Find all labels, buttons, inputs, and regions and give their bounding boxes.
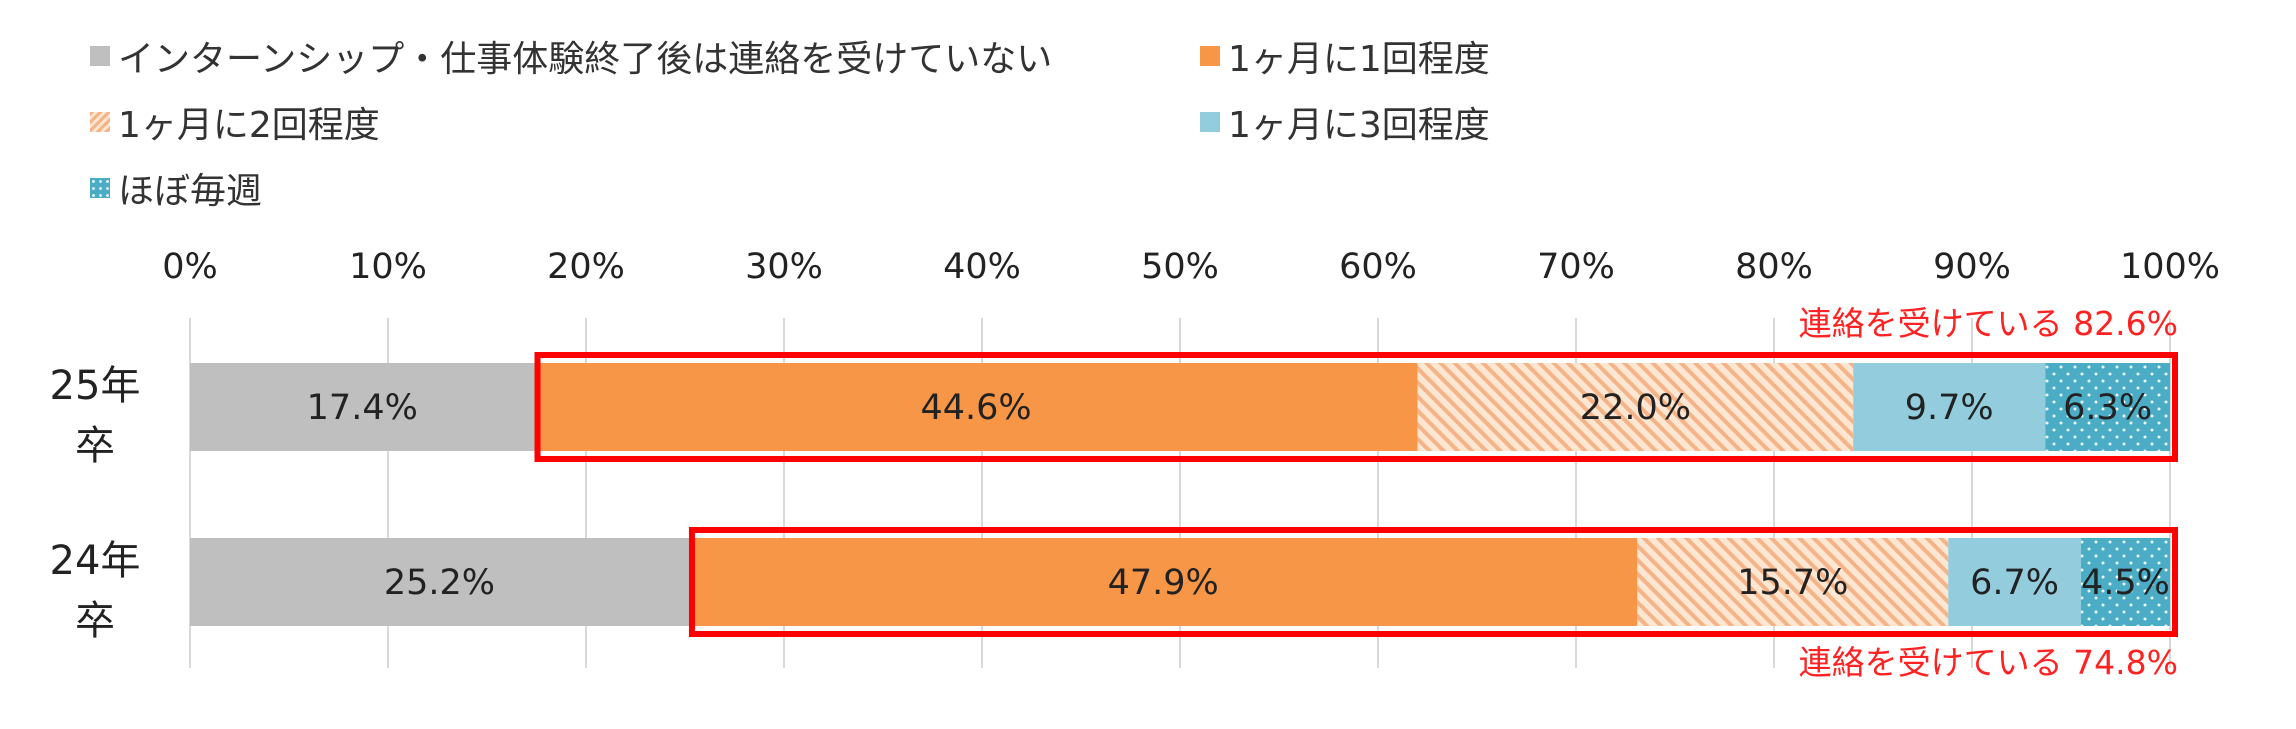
- data-label: 4.5%: [2081, 563, 2170, 603]
- data-label: 6.3%: [2063, 388, 2152, 428]
- bar-segment: [1417, 363, 1854, 451]
- data-label: 9.7%: [1905, 388, 1994, 428]
- callout-label: 連絡を受けている 82.6%: [1799, 304, 2178, 343]
- x-axis-tick-labels: 0% 10% 20% 30% 40% 50% 60% 70% 80% 90% 100%: [162, 247, 2220, 287]
- bar-segment: [190, 538, 689, 626]
- bar-segment: [1948, 538, 2081, 626]
- x-tick-label: 10%: [349, 247, 427, 287]
- data-label: 15.7%: [1737, 563, 1848, 603]
- legend-label: ほぼ毎週: [118, 171, 263, 212]
- legend-swatch-striped-peach: [90, 112, 110, 132]
- data-label: 25.2%: [384, 563, 495, 603]
- x-tick-label: 20%: [547, 247, 625, 287]
- x-tick-label: 60%: [1339, 247, 1417, 287]
- bar-segments: 17.4% 44.6% 22.0% 9.7% 6.3% 25.2% 47.9% 15.7% 6.…: [190, 363, 2170, 626]
- callout-labels: 連絡を受けている 82.6% 連絡を受けている 74.8%: [1799, 304, 2178, 682]
- legend-item-monthly-twice: 1ヶ月に2回程度: [90, 96, 380, 148]
- x-tick-label: 0%: [162, 247, 218, 287]
- bar-segment: [1637, 538, 1949, 626]
- callout-label: 連絡を受けている 74.8%: [1799, 643, 2178, 682]
- bar-segment: [534, 363, 1418, 451]
- category-label-line2: 卒: [75, 423, 115, 469]
- highlight-box: [688, 527, 2179, 637]
- category-label-line2: 卒: [75, 598, 115, 644]
- data-label: 22.0%: [1580, 388, 1691, 428]
- legend-label: 1ヶ月に1回程度: [1228, 39, 1490, 80]
- legend: インターンシップ・仕事体験終了後は連絡を受けていない 1ヶ月に1回程度 1ヶ月に…: [90, 30, 1550, 212]
- x-tick-label: 30%: [745, 247, 823, 287]
- legend-item-monthly-once: 1ヶ月に1回程度: [1200, 30, 1490, 82]
- legend-label: 1ヶ月に2回程度: [118, 105, 380, 146]
- legend-swatch-solid-orange: [1200, 46, 1220, 66]
- category-label-line1: 24年: [50, 538, 141, 584]
- x-tick-label: 100%: [2120, 247, 2220, 287]
- x-tick-label: 90%: [1933, 247, 2011, 287]
- data-label: 47.9%: [1108, 563, 1219, 603]
- bar-segment: [2080, 538, 2170, 626]
- legend-item-monthly-three-times: 1ヶ月に3回程度: [1200, 96, 1490, 148]
- bar-segment: [2045, 363, 2170, 451]
- data-label: 17.4%: [307, 388, 418, 428]
- x-tick-label: 80%: [1735, 247, 1813, 287]
- bar-segment: [1853, 363, 2046, 451]
- x-tick-label: 70%: [1537, 247, 1615, 287]
- legend-label: インターンシップ・仕事体験終了後は連絡を受けていない: [118, 39, 1053, 80]
- data-label: 6.7%: [1970, 563, 2059, 603]
- legend-label: 1ヶ月に3回程度: [1228, 105, 1490, 146]
- category-label-line1: 25年: [50, 363, 141, 409]
- x-tick-label: 40%: [943, 247, 1021, 287]
- legend-item-almost-weekly: ほぼ毎週: [90, 162, 262, 214]
- bar-segment: [190, 363, 535, 451]
- highlight-boxes: [534, 352, 2179, 637]
- x-tick-label: 50%: [1141, 247, 1219, 287]
- bar-segment: [688, 538, 1638, 626]
- legend-item-no-contact: インターンシップ・仕事体験終了後は連絡を受けていない: [90, 30, 1052, 82]
- legend-swatch-solid-gray: [90, 46, 110, 66]
- legend-swatch-dotted-teal: [90, 178, 110, 198]
- data-label: 44.6%: [920, 388, 1031, 428]
- legend-swatch-solid-light-blue: [1200, 112, 1220, 132]
- highlight-box: [534, 352, 2178, 462]
